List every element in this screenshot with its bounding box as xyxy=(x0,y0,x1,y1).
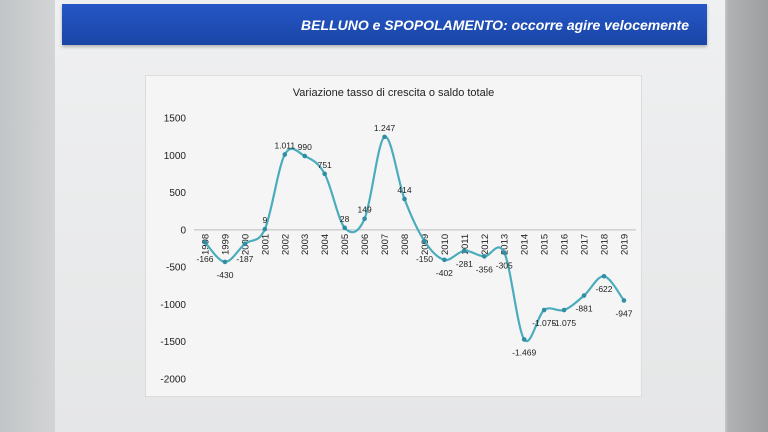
data-label: 414 xyxy=(397,185,411,195)
x-tick-label: 2014 xyxy=(520,234,531,255)
y-tick-label: -1000 xyxy=(160,300,186,311)
x-tick-label: 2012 xyxy=(480,234,491,255)
data-point xyxy=(621,298,627,303)
data-label: -402 xyxy=(436,268,453,278)
data-point xyxy=(402,196,407,202)
data-label: 28 xyxy=(340,214,350,224)
data-label: 149 xyxy=(358,205,372,215)
data-point xyxy=(202,239,208,245)
data-point xyxy=(322,171,327,177)
data-point xyxy=(422,238,427,244)
data-label: -305 xyxy=(496,261,513,271)
y-tick-label: 500 xyxy=(169,188,186,199)
data-point xyxy=(541,307,547,313)
slide: BELLUNO e SPOPOLAMENTO: occorre agire ve… xyxy=(55,0,725,432)
data-label: -1.075 xyxy=(532,318,556,328)
y-tick-label: 1000 xyxy=(164,151,187,162)
data-label: -947 xyxy=(615,308,632,318)
data-label: -881 xyxy=(576,304,593,314)
data-label: 9 xyxy=(262,215,267,225)
data-label: -187 xyxy=(236,254,253,264)
x-tick-label: 2007 xyxy=(380,234,391,255)
x-tick-label: 2008 xyxy=(400,234,411,255)
data-point xyxy=(482,254,487,259)
x-tick-label: 2010 xyxy=(440,234,451,255)
data-label: 751 xyxy=(318,160,332,170)
data-label: 990 xyxy=(298,142,312,152)
data-label: -430 xyxy=(216,270,233,280)
x-tick-label: 2016 xyxy=(560,234,571,255)
data-label: -622 xyxy=(595,284,612,294)
data-label: -1.469 xyxy=(512,347,536,357)
x-tick-label: 2017 xyxy=(580,234,591,255)
data-label: -150 xyxy=(416,254,433,264)
y-tick-label: 1500 xyxy=(164,114,187,125)
data-point xyxy=(521,337,527,342)
x-tick-label: 2001 xyxy=(260,234,271,255)
x-tick-label: 2003 xyxy=(300,234,311,255)
series-line xyxy=(204,135,625,343)
data-label: -356 xyxy=(476,264,493,274)
chart-container: 1500 1000 500 0 -500 -1000 -1500 -2000 1998 1999 2… xyxy=(145,75,642,397)
y-tick-label: -1500 xyxy=(160,337,186,348)
x-tick-label: 2019 xyxy=(619,234,630,255)
data-point xyxy=(222,259,228,265)
x-tick-label: 2013 xyxy=(500,234,511,255)
x-tick-label: 2002 xyxy=(280,234,291,255)
data-point xyxy=(581,293,587,298)
data-point xyxy=(462,248,467,254)
x-tick-label: 2018 xyxy=(600,234,611,255)
x-tick-label: 2004 xyxy=(320,234,331,255)
data-point xyxy=(501,250,507,255)
y-tick-label: 0 xyxy=(180,225,186,236)
data-label: -166 xyxy=(196,254,213,264)
data-point xyxy=(561,307,567,313)
slide-title-banner: BELLUNO e SPOPOLAMENTO: occorre agire ve… xyxy=(62,4,707,45)
data-point xyxy=(302,153,308,159)
x-tick-label: 2011 xyxy=(460,234,471,254)
data-point xyxy=(382,134,387,140)
data-label: 1.011 xyxy=(274,140,295,150)
data-point xyxy=(442,257,447,263)
data-point xyxy=(342,225,347,231)
x-tick-label: 2015 xyxy=(540,234,551,255)
data-label: 1.247 xyxy=(374,123,396,133)
chart-title: Variazione tasso di crescita o saldo tot… xyxy=(292,87,495,99)
data-point xyxy=(362,216,367,222)
data-point xyxy=(601,273,607,279)
x-tick-label: 2006 xyxy=(360,234,371,255)
y-tick-label: -500 xyxy=(166,263,186,274)
y-tick-label: -2000 xyxy=(160,375,186,386)
data-label: -1.075 xyxy=(552,318,576,328)
x-tick-label: 2005 xyxy=(340,234,351,255)
data-label: -281 xyxy=(456,259,473,269)
x-tick-label: 1999 xyxy=(220,234,231,255)
data-point xyxy=(242,241,248,247)
data-point xyxy=(282,152,288,157)
data-point xyxy=(262,226,268,232)
slide-title: BELLUNO e SPOPOLAMENTO: occorre agire ve… xyxy=(301,16,689,33)
